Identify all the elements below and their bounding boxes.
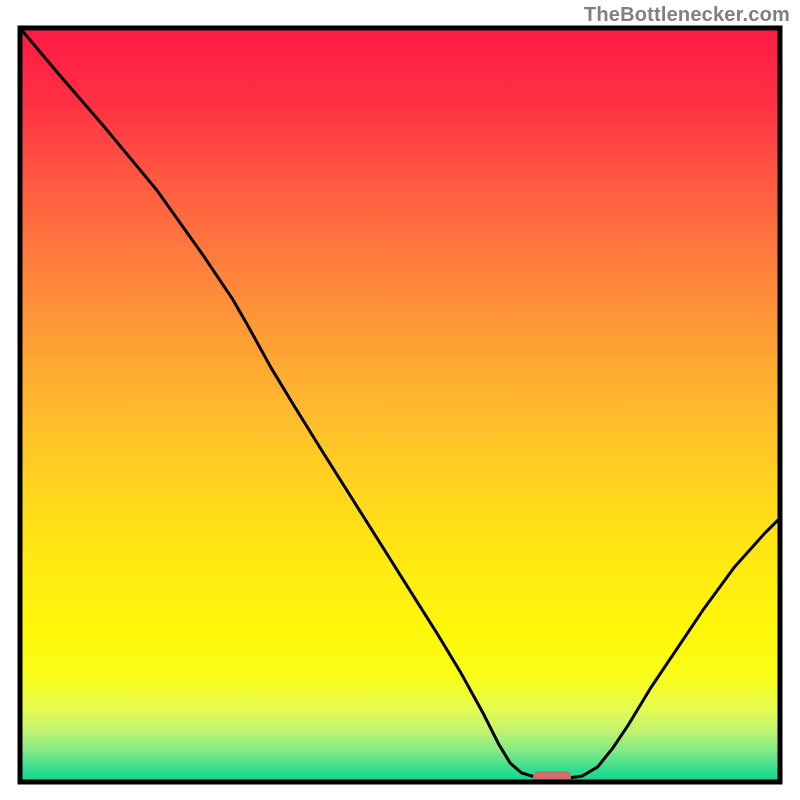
chart-svg xyxy=(0,0,800,800)
watermark-text: TheBottlenecker.com xyxy=(584,4,790,27)
chart-root: TheBottlenecker.com xyxy=(0,0,800,800)
plot-background xyxy=(20,28,780,782)
